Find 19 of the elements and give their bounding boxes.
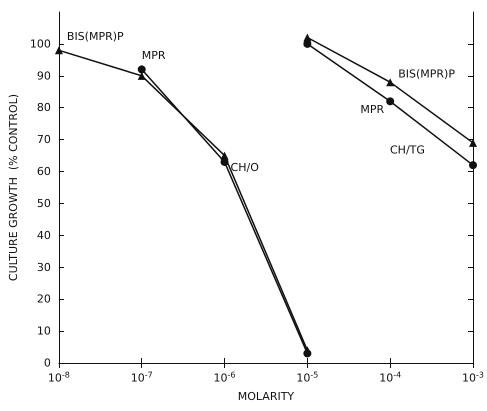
- y-tick-label: 70: [36, 133, 51, 146]
- y-tick-label: 50: [36, 196, 51, 210]
- annotation: BIS(MPR)P: [66, 30, 124, 43]
- x-axis-title: MOLARITY: [238, 390, 294, 403]
- y-tick-label: 10: [36, 324, 51, 338]
- y-tick-label: 60: [36, 165, 51, 178]
- y-tick-label: 100: [30, 37, 51, 50]
- annotation: BIS(MPR)P: [398, 68, 456, 81]
- annotation: MPR: [142, 48, 166, 62]
- annotation: CH/O: [230, 161, 260, 174]
- y-tick-label: 90: [36, 69, 51, 82]
- y-tick-label: 0: [44, 356, 51, 370]
- y-tick-label: 80: [36, 101, 51, 114]
- y-tick-label: 40: [36, 228, 51, 242]
- annotation: CH/TG: [390, 144, 425, 156]
- y-tick-label: 20: [36, 292, 51, 306]
- y-tick-label: 30: [36, 260, 51, 274]
- annotation: MPR: [360, 102, 385, 116]
- y-axis-title: CULTURE GROWTH (% CONTROL): [7, 94, 20, 282]
